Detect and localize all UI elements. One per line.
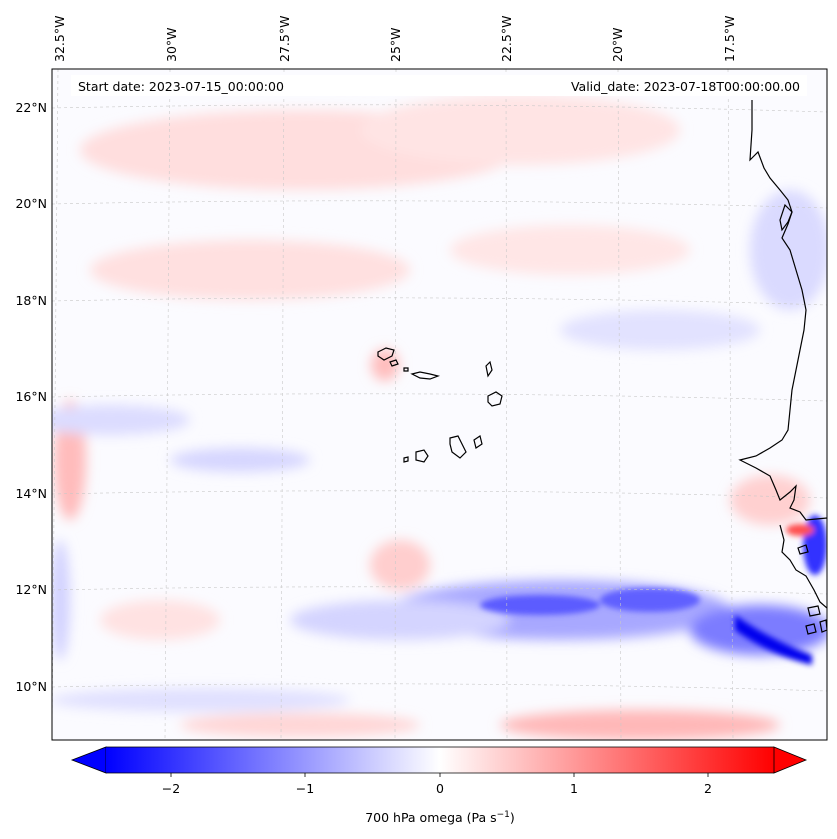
colorbar-label-main: 700 hPa omega (Pa s xyxy=(365,810,496,825)
meridian xyxy=(617,69,622,740)
island-boa-vista xyxy=(487,391,503,407)
lat-label: 14°N xyxy=(15,486,47,501)
colorbar-extend-high xyxy=(773,746,808,774)
parallel xyxy=(52,683,827,692)
parallel xyxy=(52,393,827,402)
island-brava xyxy=(403,456,409,463)
colorbar-tick-label: −2 xyxy=(162,781,180,796)
lat-label: 22°N xyxy=(15,100,47,115)
omega-positive-area xyxy=(180,713,420,737)
omega-negative-area xyxy=(690,605,827,655)
omega-positive-area xyxy=(360,95,680,165)
colorbar-body xyxy=(106,747,774,773)
coastlines xyxy=(377,100,827,635)
omega-negative-area xyxy=(52,540,70,660)
island xyxy=(807,605,821,617)
omega-strong-negative xyxy=(735,615,812,665)
island-santa-luzia xyxy=(403,367,409,372)
island-fogo xyxy=(415,449,429,463)
omega-positive-area xyxy=(500,710,780,740)
gridlines xyxy=(52,69,827,740)
parallel xyxy=(52,490,827,499)
omega-negative-area xyxy=(170,448,310,472)
lat-label: 10°N xyxy=(15,679,47,694)
parallel xyxy=(52,104,827,113)
lon-label: 30°W xyxy=(164,27,179,62)
island-sal xyxy=(485,360,493,378)
omega-negative-area xyxy=(600,588,700,612)
lon-label: 25°W xyxy=(388,27,403,62)
colorbar-label-exponent: −1 xyxy=(497,810,510,820)
omega-positive-area xyxy=(786,524,814,536)
island xyxy=(819,619,827,633)
omega-field xyxy=(52,95,827,740)
island-maio xyxy=(473,435,483,449)
colorbar: −2 −1 0 1 2 700 hPa omega (Pa s−1) xyxy=(70,746,808,825)
colorbar-label-close: ) xyxy=(510,810,515,825)
meridian xyxy=(394,69,397,740)
lon-label: 20°W xyxy=(610,27,625,62)
meridian xyxy=(52,69,59,740)
lat-label: 16°N xyxy=(15,389,47,404)
lat-label: 18°N xyxy=(15,293,47,308)
meridian xyxy=(727,69,734,740)
colorbar-tick-label: 1 xyxy=(570,781,578,796)
omega-positive-area xyxy=(100,600,220,640)
meridian xyxy=(280,69,285,740)
lat-label: 12°N xyxy=(15,582,47,597)
lat-labels: 22°N 20°N 18°N 16°N 14°N 12°N 10°N xyxy=(15,100,47,694)
island xyxy=(797,544,809,555)
colorbar-label: 700 hPa omega (Pa s−1) xyxy=(365,810,515,825)
island xyxy=(779,203,793,232)
africa-coastline xyxy=(738,100,827,521)
lon-label: 32.5°W xyxy=(52,16,67,62)
omega-negative-area xyxy=(560,310,760,350)
lon-label: 17.5°W xyxy=(722,16,737,62)
island-sao-vicente xyxy=(389,359,399,367)
lon-label: 27.5°W xyxy=(277,16,292,62)
omega-core xyxy=(480,515,827,665)
omega-positive-area xyxy=(730,475,810,525)
africa-coastline xyxy=(779,524,827,609)
omega-negative-area xyxy=(52,405,190,435)
omega-negative-area xyxy=(750,190,827,310)
colorbar-tick-label: −1 xyxy=(296,781,314,796)
start-date-label: Start date: 2023-07-15_00:00:00 xyxy=(78,79,284,94)
omega-positive-area xyxy=(90,240,410,300)
island-santo-antao xyxy=(377,347,395,361)
colorbar-extend-low xyxy=(70,746,107,774)
omega-negative-area xyxy=(480,595,600,615)
island-sao-nicolau xyxy=(410,371,441,380)
colorbar-ticks xyxy=(170,773,709,777)
omega-negative-area xyxy=(52,688,350,712)
parallel xyxy=(52,200,827,209)
parallel xyxy=(52,297,827,306)
colorbar-tick-label: 2 xyxy=(704,781,712,796)
map-frame xyxy=(51,68,828,741)
omega-positive-area xyxy=(371,349,399,381)
meridian xyxy=(164,69,171,740)
lat-label: 20°N xyxy=(15,196,47,211)
omega-negative-area xyxy=(290,600,510,640)
map-panel: Start date: 2023-07-15_00:00:00 Valid_da… xyxy=(52,69,827,740)
omega-positive-area xyxy=(370,540,430,590)
island-santiago xyxy=(449,435,467,459)
header-box xyxy=(71,75,807,96)
parallel xyxy=(52,586,827,595)
lon-label: 22.5°W xyxy=(499,16,514,62)
meridian xyxy=(505,69,508,740)
omega-positive-area xyxy=(450,225,690,275)
lon-labels: 32.5°W 30°W 27.5°W 25°W 22.5°W 20°W 17.5… xyxy=(52,16,737,62)
valid-date-label: Valid_date: 2023-07-18T00:00:00.00 xyxy=(571,79,800,94)
island xyxy=(805,623,817,635)
colorbar-tick-label: 0 xyxy=(436,781,444,796)
